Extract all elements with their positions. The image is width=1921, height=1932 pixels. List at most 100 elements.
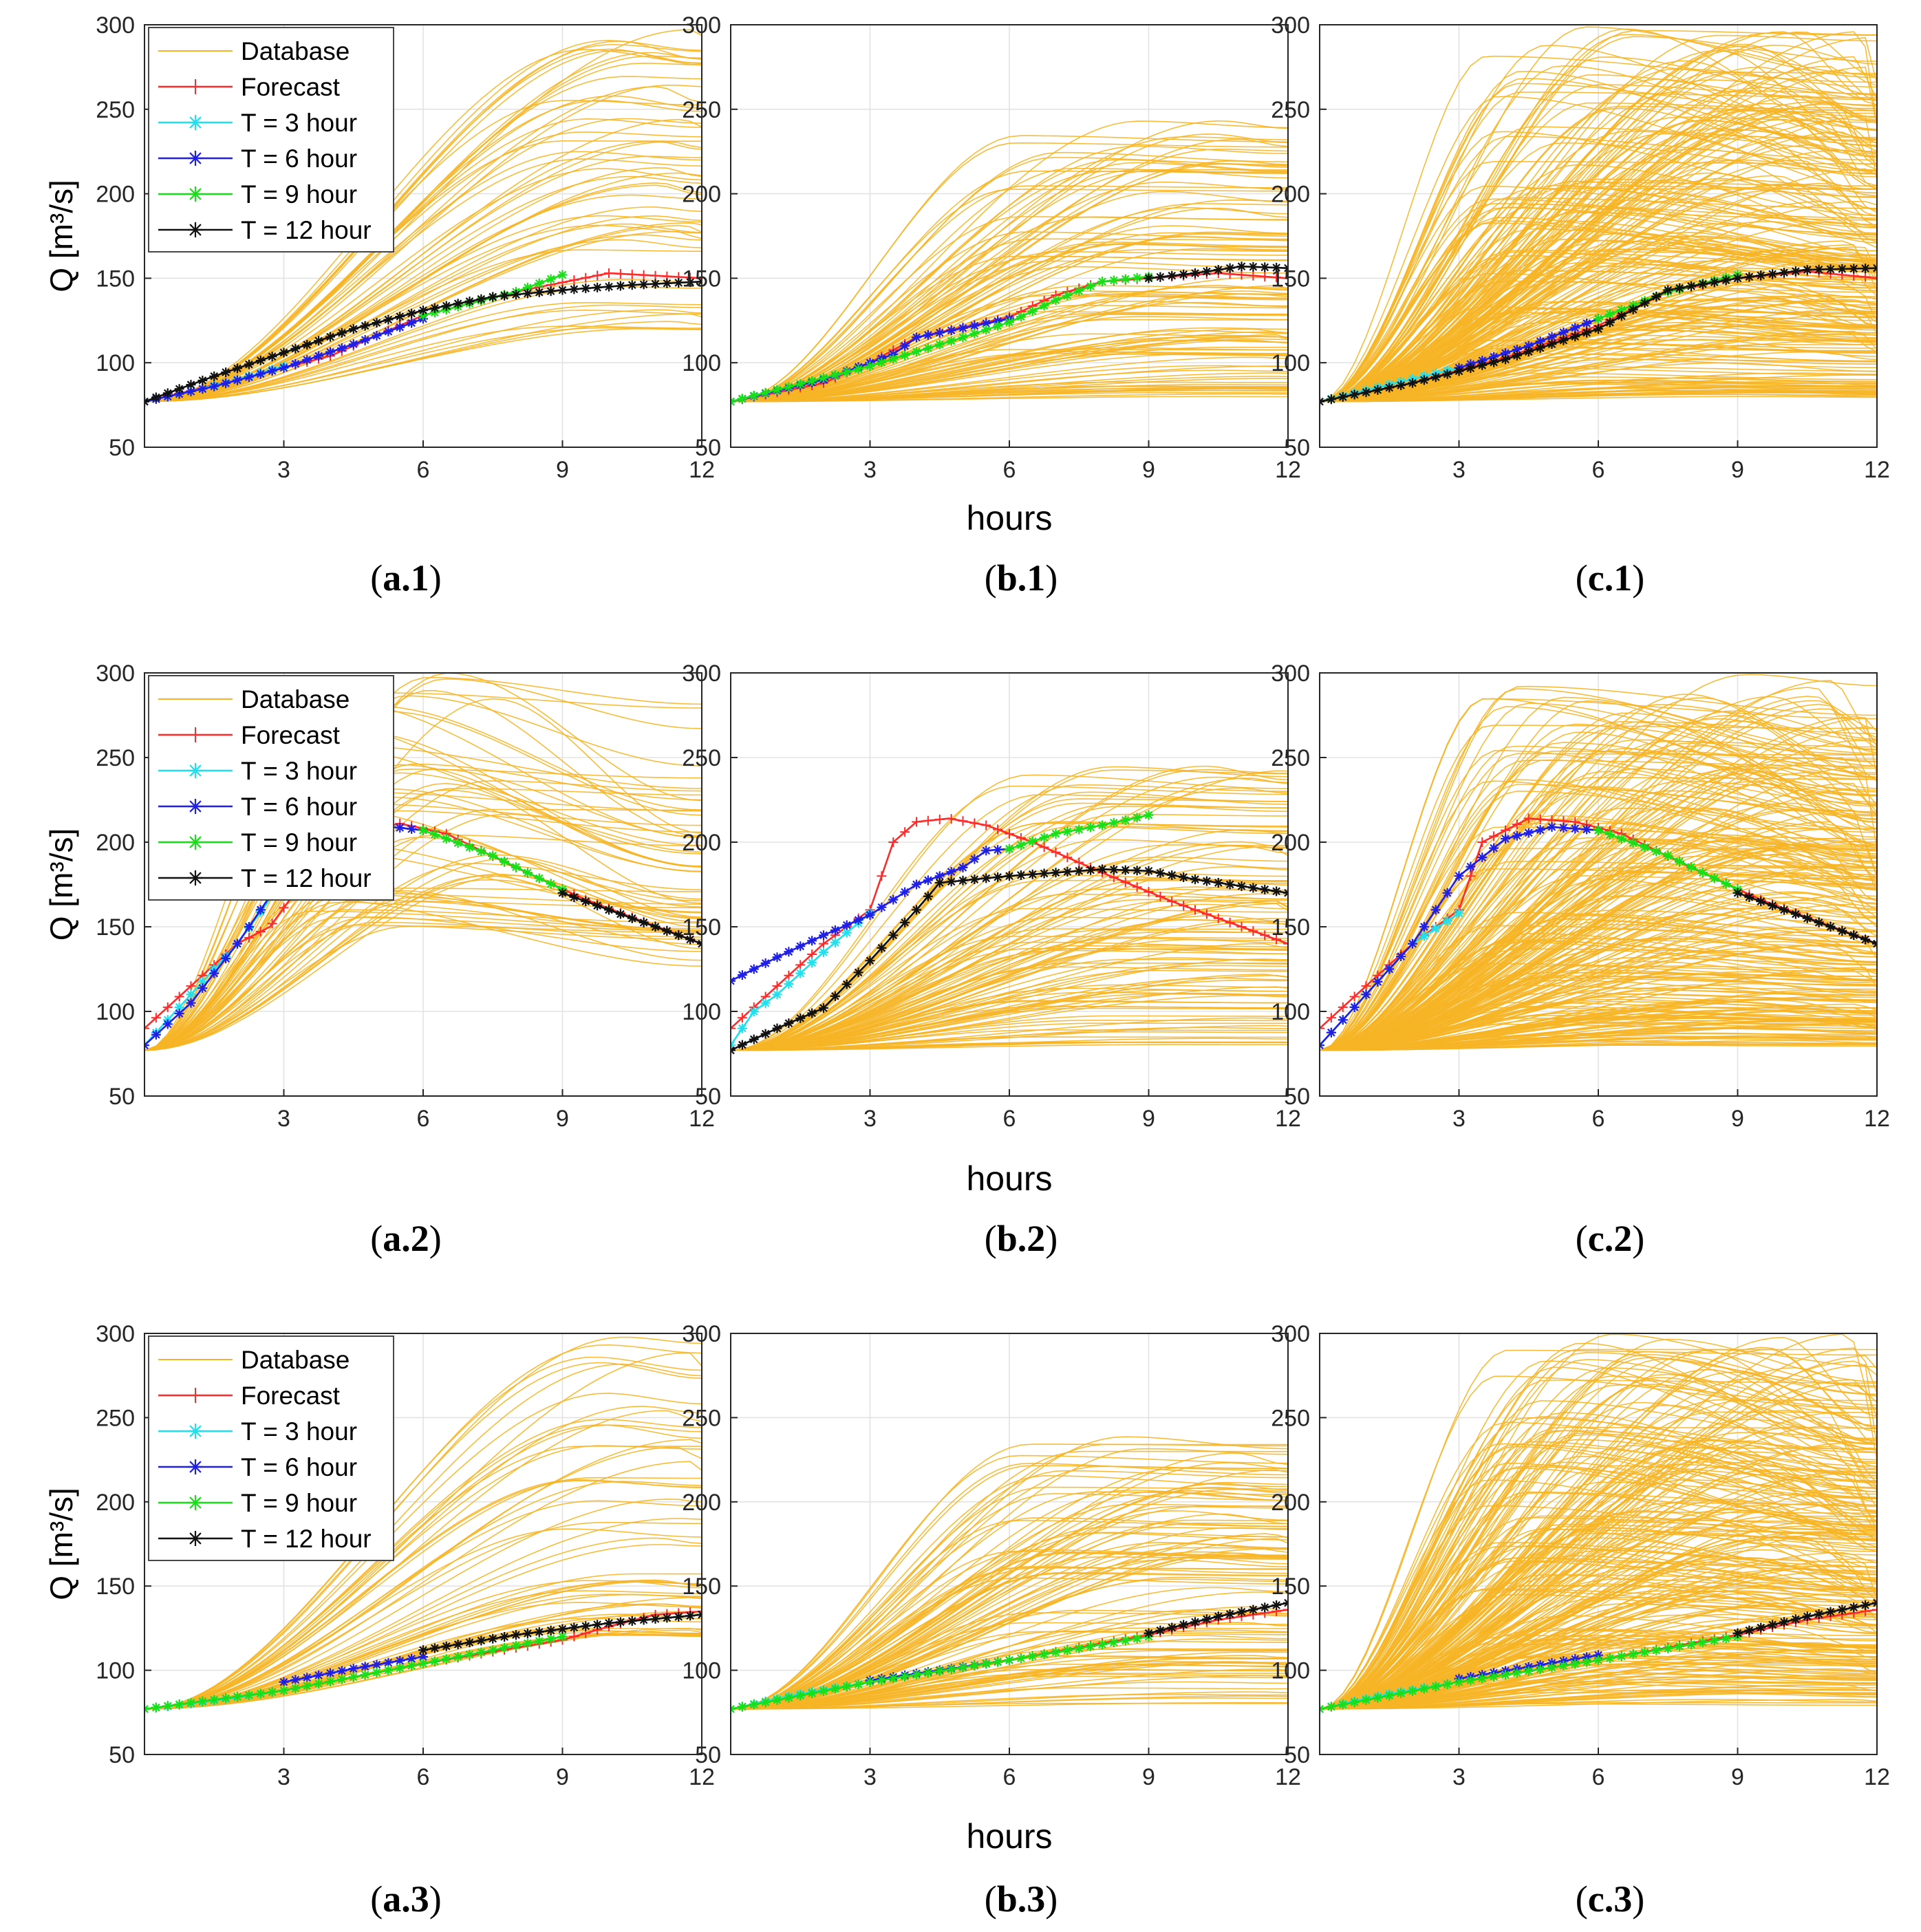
series-marker-t-6-hour: [958, 323, 968, 333]
series-marker-forecast: [1179, 901, 1189, 911]
y-tick-label: 300: [1271, 661, 1310, 687]
series-marker-t-12-hour: [1260, 884, 1270, 894]
series-marker-forecast: [1039, 842, 1049, 852]
series-marker-t-9-hour: [1675, 856, 1685, 866]
database-curve: [1320, 837, 1877, 1051]
caption-close-paren: ): [1045, 557, 1058, 599]
series-marker-forecast: [627, 269, 637, 279]
series-marker-t-9-hour: [453, 838, 463, 848]
series-marker-t-12-hour: [197, 375, 208, 385]
database-curve: [1320, 941, 1877, 1051]
series-marker-t-9-hour: [865, 361, 875, 372]
series-marker-t-9-hour: [1512, 1668, 1522, 1678]
database-curve: [1320, 1662, 1877, 1710]
series-marker-forecast: [1326, 1013, 1336, 1023]
series-marker-t-12-hour: [1062, 867, 1073, 877]
database-curve: [731, 167, 1288, 402]
series-marker-t-12-hour: [522, 1629, 533, 1639]
database-curve: [1320, 984, 1877, 1051]
y-tick-label: 200: [682, 1490, 721, 1516]
series-marker-t-9-hour: [981, 325, 991, 335]
series-marker-t-12-hour: [1663, 285, 1673, 295]
series-t-12-hour: [1144, 261, 1288, 283]
y-tick-label: 300: [96, 661, 135, 687]
legend-label: Forecast: [241, 73, 341, 101]
series-marker-forecast: [731, 1023, 736, 1033]
database-curve: [1320, 1470, 1877, 1710]
series-marker-t-6-hour: [221, 954, 231, 964]
series-marker-t-6-hour: [233, 375, 242, 385]
series-marker-t-9-hour: [1477, 1673, 1488, 1684]
series-marker-t-9-hour: [1097, 820, 1107, 830]
series-marker-t-6-hour: [900, 887, 910, 897]
series-marker-t-12-hour: [581, 283, 591, 294]
series-marker-t-6-hour: [1454, 871, 1464, 881]
series-marker-t-12-hour: [453, 1639, 463, 1649]
series-marker-forecast: [969, 818, 980, 828]
series-marker-forecast: [604, 268, 614, 279]
database-curve: [731, 1024, 1288, 1051]
y-tick-label: 200: [96, 830, 135, 856]
series-marker-t-9-hour: [1132, 272, 1142, 283]
series-marker-t-12-hour: [453, 299, 463, 309]
database-curve: [144, 810, 702, 1051]
series-marker-t-3-hour: [795, 968, 806, 978]
series-marker-t-12-hour: [395, 312, 405, 322]
database-curve: [731, 1532, 1288, 1710]
series-marker-t-12-hour: [1349, 389, 1360, 400]
database-curve: [1320, 330, 1877, 402]
series-marker-t-12-hour: [500, 290, 510, 301]
series-marker-t-9-hour: [1593, 1655, 1603, 1665]
series-marker-t-6-hour: [186, 998, 196, 1008]
series-marker-t-12-hour: [784, 1018, 794, 1029]
series-marker-forecast: [186, 981, 196, 991]
y-tick-label: 250: [96, 745, 135, 771]
series-marker-t-9-hour: [1005, 844, 1014, 854]
x-tick-label: 12: [1864, 1764, 1890, 1790]
y-axis-label: Q [m³/s]: [43, 1488, 79, 1600]
legend-label: T = 3 hour: [241, 109, 357, 137]
caption-open-paren: (: [1576, 1878, 1588, 1920]
series-marker-t-9-hour: [395, 1663, 405, 1673]
x-tick-label: 9: [556, 457, 569, 483]
series-marker-forecast: [819, 938, 828, 949]
database-curve: [731, 1651, 1288, 1710]
series-marker-t-9-hour: [1523, 1666, 1534, 1676]
series-marker-t-9-hour: [511, 1640, 521, 1651]
series-marker-t-9-hour: [429, 829, 440, 839]
series-marker-t-12-hour: [569, 892, 579, 902]
x-tick-label: 9: [1142, 1106, 1155, 1132]
series-marker-t-12-hour: [1201, 876, 1212, 886]
series-marker-forecast: [1283, 938, 1288, 949]
series-marker-t-12-hour: [662, 926, 672, 936]
series-marker-t-12-hour: [795, 1013, 806, 1023]
y-tick-label: 100: [682, 1658, 721, 1684]
y-tick-label: 250: [682, 745, 721, 771]
series-marker-t-9-hour: [1039, 1649, 1049, 1660]
database-curve: [731, 1465, 1288, 1710]
series-marker-t-9-hour: [1663, 850, 1673, 861]
series-marker-t-9-hour: [1663, 1643, 1673, 1653]
series-marker-t-12-hour: [1338, 391, 1348, 402]
legend-label: Forecast: [241, 721, 341, 749]
database-curve: [1320, 1418, 1877, 1710]
database-curve: [1320, 731, 1877, 1051]
series-marker-t-12-hour: [946, 877, 956, 887]
database-curve: [1320, 1349, 1877, 1710]
series-marker-t-12-hour: [1190, 1617, 1200, 1627]
database-curve: [1320, 1669, 1877, 1710]
series-t-9-hour: [731, 1631, 1154, 1714]
legend-marker-t-9-hour: [188, 1495, 203, 1510]
database-curve: [1320, 1380, 1877, 1710]
series-marker-t-6-hour: [383, 326, 394, 336]
series-marker-t-12-hour: [1802, 265, 1812, 275]
series-marker-t-12-hour: [900, 917, 910, 927]
series-marker-t-9-hour: [557, 270, 568, 280]
series-marker-t-9-hour: [1074, 286, 1084, 296]
series-marker-t-12-hour: [1709, 277, 1719, 288]
series-marker-t-9-hour: [1108, 275, 1119, 286]
legend-box: [148, 27, 394, 253]
series-marker-t-6-hour: [395, 322, 405, 332]
